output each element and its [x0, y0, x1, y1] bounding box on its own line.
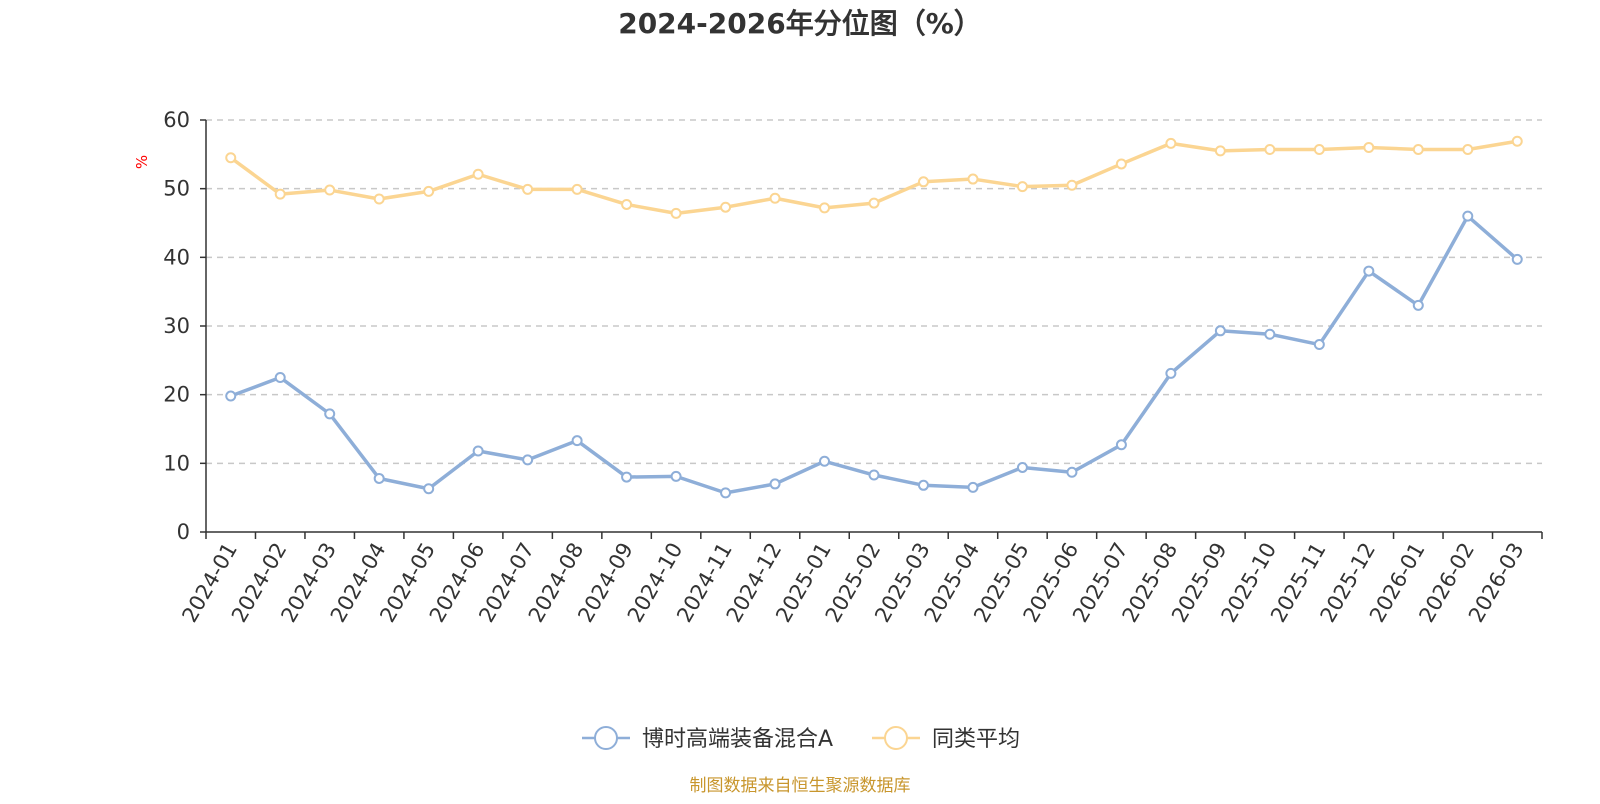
- data-point: [769, 192, 781, 204]
- series-line: [230, 214, 1519, 495]
- data-point: [472, 445, 484, 457]
- legend-marker: [884, 726, 908, 750]
- data-point: [1016, 181, 1028, 193]
- data-point: [1264, 144, 1276, 156]
- data-point: [1165, 367, 1177, 379]
- data-point: [1462, 210, 1474, 222]
- data-point: [819, 455, 831, 467]
- data-point: [522, 454, 534, 466]
- data-point: [868, 469, 880, 481]
- legend-item[interactable]: 博时高端装备混合A: [582, 726, 833, 752]
- data-point: [1066, 466, 1078, 478]
- data-point: [1115, 439, 1127, 451]
- data-point: [1511, 135, 1523, 147]
- data-point: [1165, 137, 1177, 149]
- data-point: [1016, 461, 1028, 473]
- grid-lines: [206, 119, 1542, 465]
- data-point: [819, 202, 831, 214]
- data-point: [917, 176, 929, 188]
- legend-item[interactable]: 同类平均: [872, 726, 1020, 752]
- data-point: [621, 471, 633, 483]
- series-lines: [225, 135, 1523, 499]
- data-point: [621, 198, 633, 210]
- data-point: [373, 193, 385, 205]
- data-point: [769, 478, 781, 490]
- data-point: [1214, 145, 1226, 157]
- axes: 01020304050602024-012024-022024-032024-0…: [163, 108, 1543, 626]
- source-note: 制图数据来自恒生聚源数据库: [690, 776, 911, 796]
- y-tick-label: 60: [163, 108, 190, 132]
- data-point: [868, 197, 880, 209]
- data-point: [1313, 144, 1325, 156]
- data-point: [571, 183, 583, 195]
- data-point: [373, 472, 385, 484]
- data-point: [670, 207, 682, 219]
- legend-label: 同类平均: [932, 727, 1020, 752]
- data-point: [324, 408, 336, 420]
- data-point: [1363, 265, 1375, 277]
- data-point: [1412, 299, 1424, 311]
- data-point: [274, 188, 286, 200]
- data-point: [670, 470, 682, 482]
- data-point: [472, 168, 484, 180]
- data-point: [1462, 144, 1474, 156]
- data-point: [1066, 179, 1078, 191]
- legend-label: 博时高端装备混合A: [642, 727, 833, 752]
- data-point: [1115, 158, 1127, 170]
- data-point: [1313, 339, 1325, 351]
- data-point: [967, 173, 979, 185]
- y-tick-label: 20: [163, 383, 190, 407]
- data-point: [225, 390, 237, 402]
- data-point: [967, 481, 979, 493]
- y-tick-label: 50: [163, 177, 190, 201]
- y-tick-label: 40: [163, 245, 190, 269]
- y-tick-label: 0: [177, 520, 190, 544]
- legend: 博时高端装备混合A 同类平均: [582, 726, 1020, 752]
- data-point: [522, 183, 534, 195]
- data-point: [324, 184, 336, 196]
- data-point: [1264, 328, 1276, 340]
- y-tick-label: 30: [163, 314, 190, 338]
- data-point: [571, 435, 583, 447]
- data-point: [1363, 141, 1375, 153]
- y-tick-label: 10: [163, 451, 190, 475]
- data-point: [917, 479, 929, 491]
- data-point: [274, 372, 286, 383]
- data-point: [423, 483, 435, 495]
- data-point: [720, 487, 732, 499]
- data-point: [1412, 144, 1424, 156]
- legend-marker: [594, 726, 618, 750]
- data-point: [225, 152, 237, 164]
- y-axis-label: %: [133, 155, 151, 169]
- data-point: [1214, 325, 1226, 337]
- chart-title: 2024-2026年分位图（%）: [618, 7, 982, 40]
- data-point: [423, 185, 435, 197]
- data-point: [1511, 253, 1523, 265]
- data-point: [720, 201, 732, 213]
